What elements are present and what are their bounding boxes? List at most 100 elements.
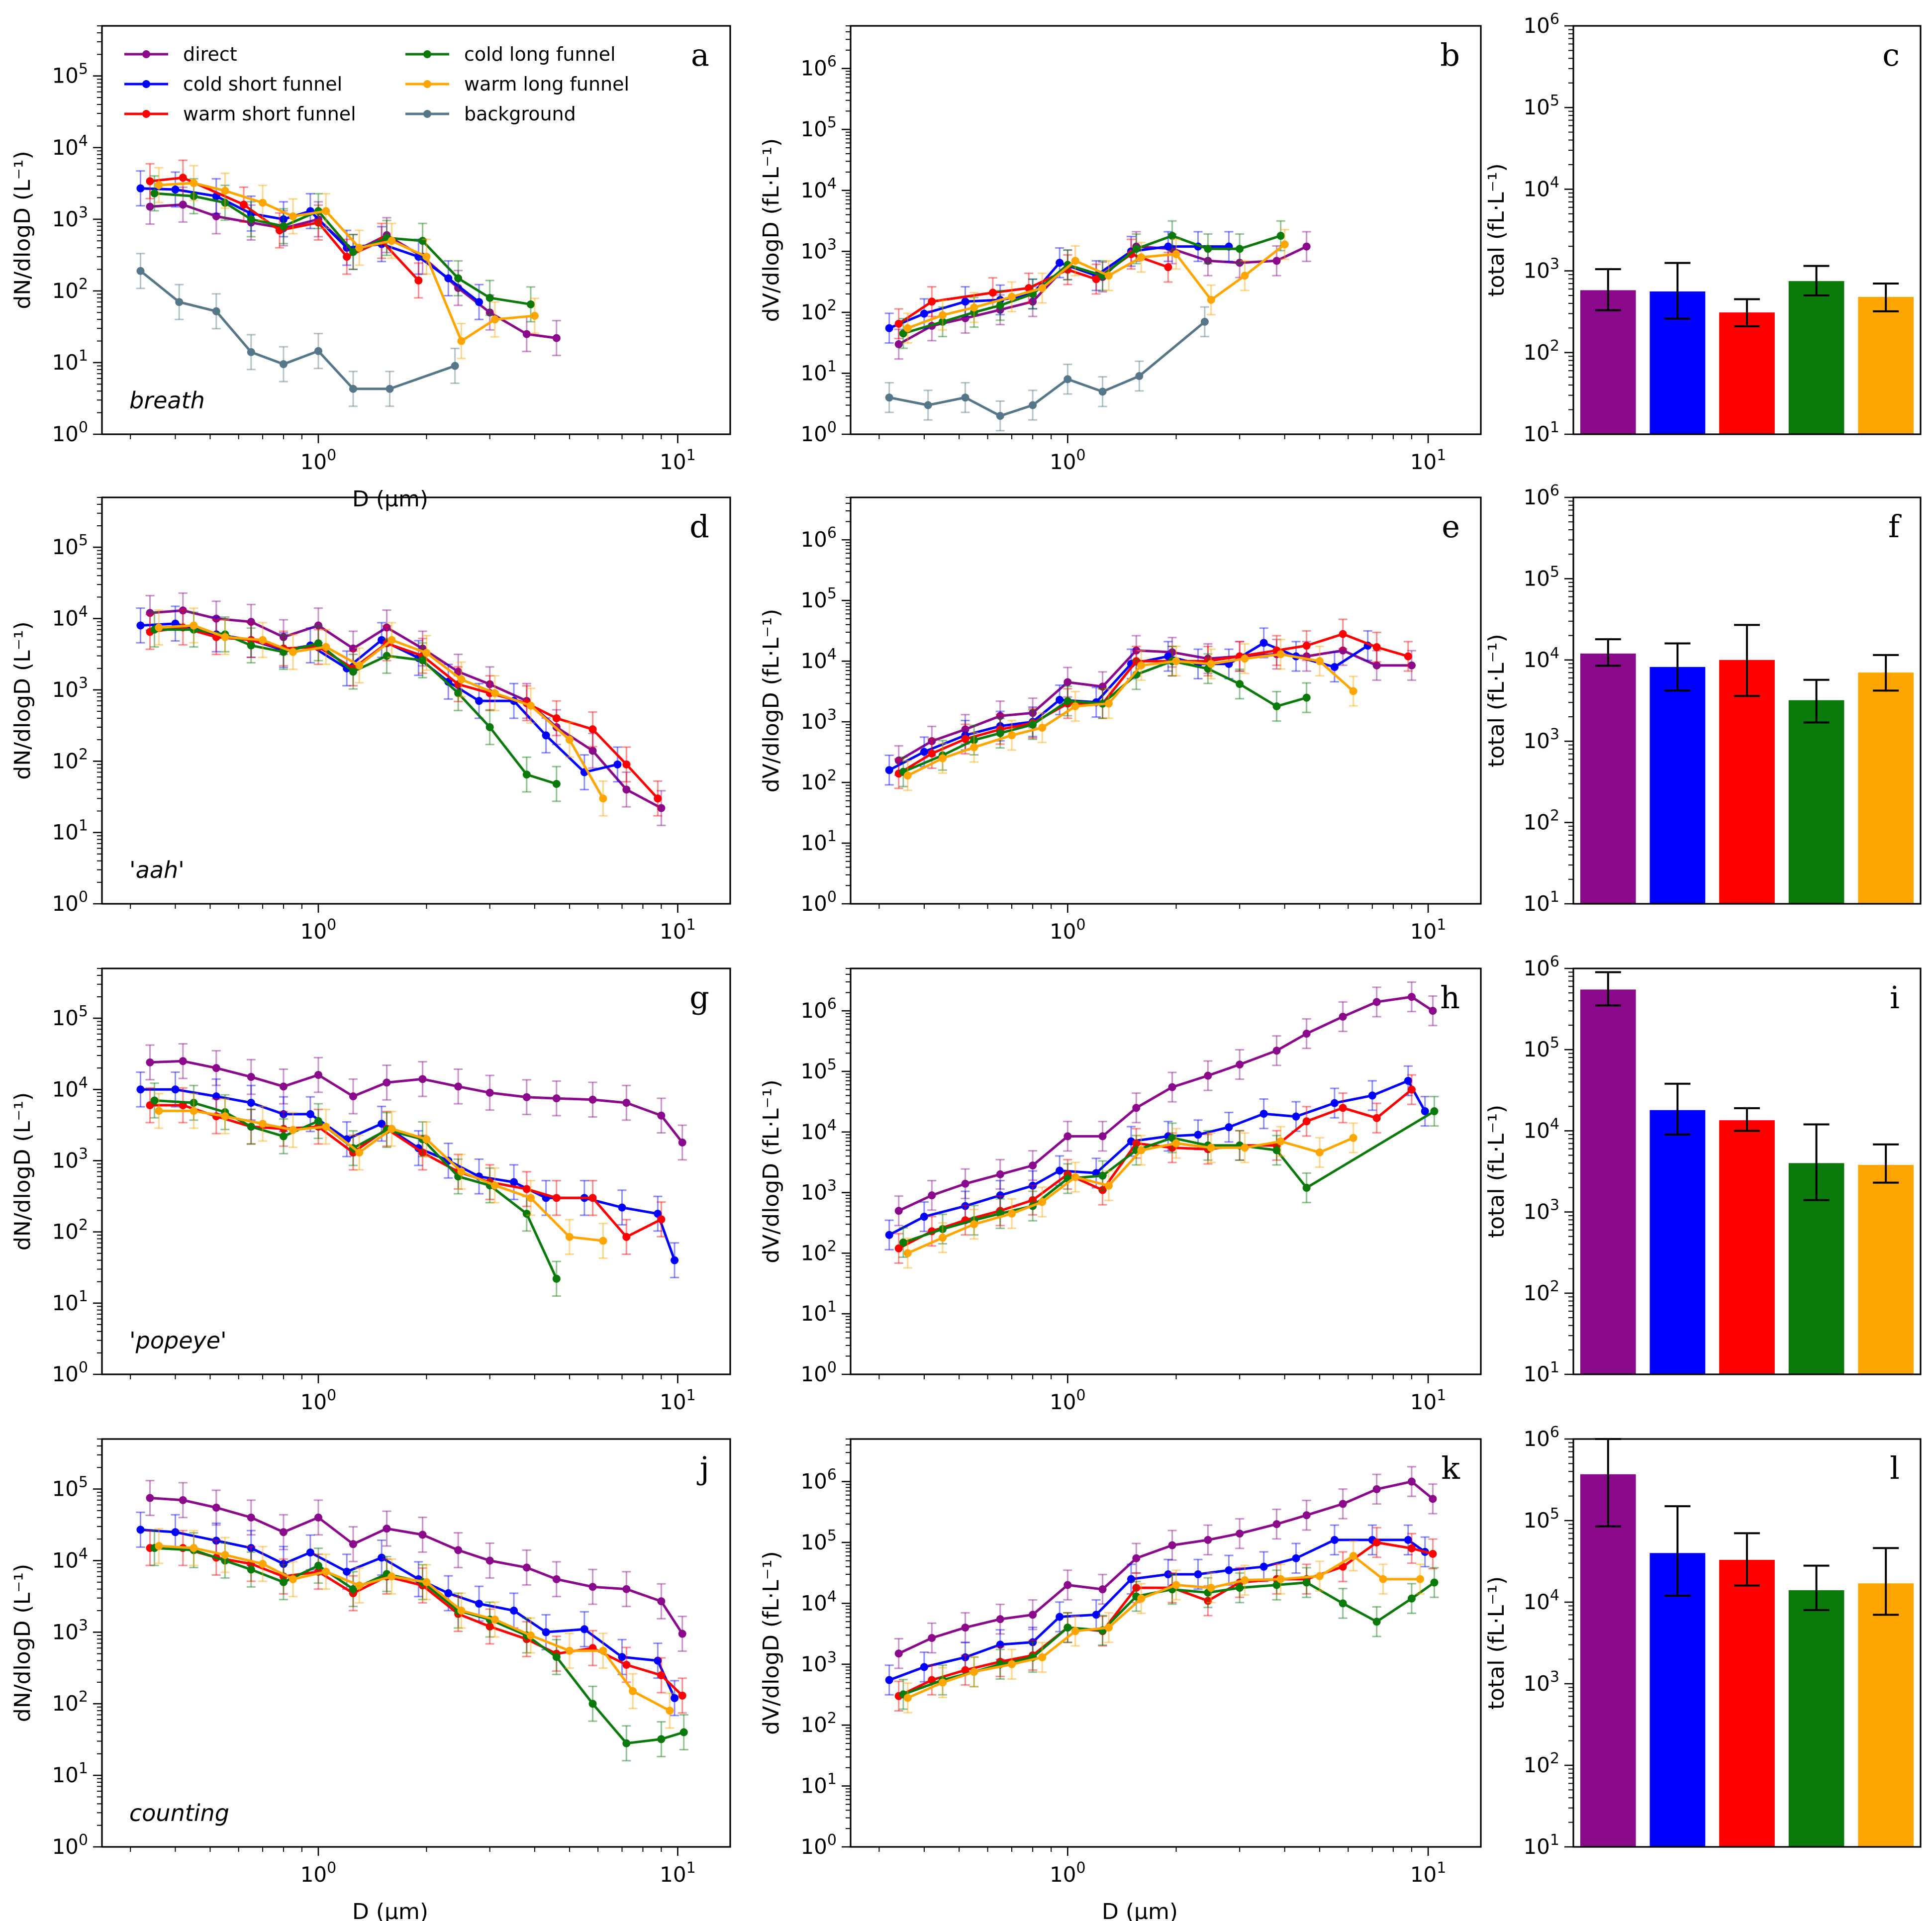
y-tick-label-exp: 5 — [79, 1474, 88, 1491]
data-point — [522, 330, 531, 338]
y-tick-label-exp: 1 — [79, 1760, 88, 1777]
y-tick-label-exp: 5 — [1550, 563, 1559, 580]
y-tick-label: 105 — [52, 532, 88, 559]
data-point — [939, 1678, 947, 1687]
y-tick-label: 101 — [800, 828, 837, 855]
bar-cold_long_funnel — [1788, 281, 1844, 434]
y-tick-label: 104 — [52, 1074, 88, 1101]
x-tick-label-base: 10 — [660, 1390, 686, 1414]
y-tick-label-base: 10 — [800, 1301, 827, 1326]
data-point — [657, 804, 666, 812]
data-point — [522, 1185, 531, 1193]
data-point — [289, 212, 297, 220]
data-point — [221, 198, 229, 207]
y-tick-label-base: 10 — [1523, 729, 1549, 753]
data-point — [279, 633, 288, 641]
data-point — [1302, 1578, 1311, 1587]
y-tick-label-base: 10 — [52, 749, 78, 773]
data-point — [1225, 1123, 1233, 1132]
data-point — [1236, 259, 1244, 267]
data-point — [1302, 693, 1311, 702]
data-point — [657, 1671, 666, 1679]
y-tick-label-exp: 1 — [827, 1298, 837, 1316]
y-tick-label-base: 10 — [52, 64, 78, 88]
data-point — [179, 1057, 187, 1065]
data-point — [1276, 232, 1285, 240]
data-point — [622, 1660, 631, 1669]
data-point — [314, 218, 322, 227]
data-point — [314, 621, 322, 630]
data-point — [1132, 646, 1141, 655]
y-axis-label: total (fL·L⁻¹) — [1484, 1105, 1509, 1238]
y-tick-label-exp: 2 — [827, 1238, 837, 1255]
data-point — [221, 1556, 229, 1565]
data-point — [588, 1700, 597, 1708]
y-tick-label-base: 10 — [52, 1291, 78, 1315]
y-tick-label-base: 10 — [52, 891, 78, 916]
series-cold_short_funnel — [884, 231, 1234, 344]
data-point — [1404, 1536, 1412, 1544]
data-point — [671, 1256, 679, 1264]
y-tick-label-base: 10 — [52, 1220, 78, 1244]
data-point — [654, 1656, 662, 1665]
data-point — [657, 1735, 666, 1743]
data-point — [599, 1237, 607, 1245]
data-point — [903, 1249, 912, 1257]
y-tick-label-exp: 4 — [79, 1545, 88, 1562]
y-tick-label-base: 10 — [800, 831, 827, 855]
series-cold_short_funnel — [884, 1524, 1430, 1696]
data-point — [552, 779, 561, 788]
y-tick-label: 104 — [1523, 174, 1559, 201]
data-point — [1104, 699, 1113, 708]
y-tick-label-base: 10 — [52, 1548, 78, 1572]
data-point — [1276, 1137, 1285, 1146]
data-point — [996, 729, 1004, 737]
data-point — [322, 207, 330, 215]
data-point — [1132, 1584, 1141, 1592]
x-tick-label: 100 — [300, 1387, 337, 1414]
bar-direct — [1580, 290, 1636, 434]
data-point — [485, 1556, 494, 1565]
data-point — [1416, 1575, 1424, 1583]
data-point — [885, 766, 893, 774]
y-tick-label-exp: 4 — [1550, 1115, 1559, 1133]
y-tick-label: 102 — [52, 276, 88, 303]
data-point — [1038, 1653, 1047, 1661]
data-point — [894, 340, 903, 348]
data-point — [155, 623, 163, 632]
y-tick-label: 100 — [52, 1359, 88, 1386]
data-point — [522, 770, 531, 779]
data-point — [1104, 1624, 1113, 1632]
data-point — [454, 1546, 463, 1554]
data-point — [190, 1544, 198, 1552]
data-point — [1259, 1562, 1268, 1571]
y-tick-label-base: 10 — [800, 1469, 827, 1494]
bar-cold_short_funnel — [1649, 667, 1706, 904]
y-tick-label-base: 10 — [52, 207, 78, 231]
legend-item-cold_short_funnel: cold short funnel — [124, 73, 342, 95]
data-point — [1056, 1166, 1064, 1175]
data-point — [378, 1120, 386, 1128]
data-point — [1071, 1173, 1079, 1181]
y-tick-label-exp: 1 — [1550, 1831, 1559, 1849]
data-point — [961, 1179, 969, 1188]
y-tick-label: 105 — [1523, 1505, 1559, 1533]
data-point — [657, 1111, 666, 1120]
data-point — [1372, 661, 1381, 670]
data-point — [212, 614, 220, 623]
y-tick-label-exp: 6 — [827, 524, 837, 542]
y-tick-label-base: 10 — [1523, 810, 1549, 835]
series-background — [136, 253, 460, 407]
data-point — [239, 200, 248, 209]
y-tick-label-base: 10 — [52, 1691, 78, 1716]
bar-cold_short_funnel — [1649, 1553, 1706, 1847]
x-tick-label-exp: 1 — [1437, 1387, 1446, 1404]
data-point — [355, 1581, 364, 1590]
data-point — [552, 1094, 561, 1103]
data-point — [136, 621, 145, 630]
y-tick-label-base: 10 — [800, 1713, 827, 1737]
data-point — [961, 1624, 969, 1632]
data-point — [1368, 1091, 1376, 1100]
y-tick-label-exp: 2 — [79, 746, 88, 763]
y-tick-label: 100 — [52, 888, 88, 916]
